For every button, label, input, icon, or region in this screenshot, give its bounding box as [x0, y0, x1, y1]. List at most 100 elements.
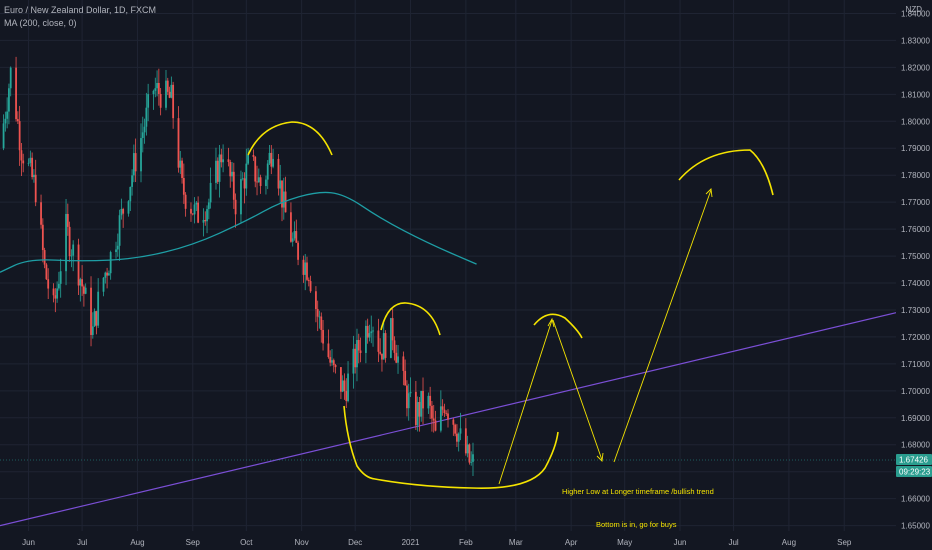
arrowhead-up-2	[705, 188, 713, 198]
candle-body	[259, 177, 262, 187]
candle-body	[407, 393, 410, 409]
candle-body	[332, 360, 335, 365]
candle-body	[229, 161, 232, 177]
candle-body	[179, 160, 182, 168]
x-axis-ticks: Jun Jul Aug Sep Oct Nov Dec 2021 Feb Mar Apr May Jun…	[22, 538, 852, 547]
candle-body	[295, 231, 298, 243]
arrowhead-up-1	[547, 317, 555, 328]
hand-drawn-annotations	[247, 121, 774, 489]
candle-body	[127, 201, 130, 214]
candle-body	[254, 156, 257, 182]
candle-body	[352, 348, 355, 374]
x-tick-label: Sep	[837, 538, 852, 547]
indicator-legend[interactable]: MA (200, close, 0)	[4, 18, 77, 28]
x-tick-label: Sep	[186, 538, 201, 547]
annotation-higher-low: Higher Low at Longer timeframe /bullish …	[562, 487, 714, 496]
candle-body	[418, 402, 421, 417]
drawn-bowl-bottom	[343, 405, 559, 489]
candle-body	[15, 67, 17, 120]
candle-body	[34, 174, 37, 203]
candle-body	[47, 279, 50, 289]
y-tick-label: 1.66000	[901, 495, 930, 504]
candle-body	[202, 219, 205, 223]
drawn-arc-october-top	[247, 121, 333, 156]
candle-body	[9, 67, 12, 89]
candle-body	[170, 84, 173, 98]
candle-body	[245, 163, 248, 189]
candle-body	[102, 277, 105, 292]
candle-body	[402, 356, 405, 371]
candle-body	[306, 262, 308, 280]
x-tick-label: Nov	[295, 538, 309, 547]
countdown-badge	[896, 466, 932, 477]
x-tick-label: Jun	[22, 538, 35, 547]
y-tick-label: 1.72000	[901, 333, 930, 342]
candle-body	[172, 84, 175, 119]
candle-body	[256, 181, 258, 183]
candle-body	[41, 224, 44, 251]
candle-body	[277, 158, 280, 189]
x-tick-label: May	[617, 538, 632, 547]
candle-body	[190, 208, 192, 214]
symbol-legend[interactable]: Euro / New Zealand Dollar, 1D, FXCM	[4, 5, 157, 15]
candle-body	[327, 343, 330, 358]
candle-body	[382, 333, 385, 360]
candle-body	[243, 178, 246, 189]
candle-body	[107, 273, 110, 276]
candle-body	[318, 316, 321, 318]
candle-body	[316, 309, 319, 317]
candle-body	[141, 132, 144, 139]
candle-body	[372, 330, 374, 332]
x-tick-label: Oct	[240, 538, 253, 547]
candle-body	[309, 281, 312, 292]
candle-body	[79, 279, 82, 286]
candle-body	[120, 209, 123, 216]
candle-body	[157, 82, 160, 94]
candle-body	[279, 180, 282, 189]
candle-body	[304, 262, 307, 275]
candle-body	[340, 367, 342, 392]
candle-body	[207, 202, 210, 210]
last-price-value: 1.67426	[899, 456, 928, 465]
x-axis-background	[0, 531, 932, 550]
candle-body	[145, 107, 148, 127]
candle-body	[357, 339, 360, 351]
candle-body	[209, 182, 212, 203]
candle-body	[8, 88, 10, 112]
candle-body	[266, 163, 269, 180]
candle-body	[391, 318, 394, 341]
candle-body	[132, 153, 135, 176]
candle-body	[218, 154, 221, 182]
candle-body	[420, 390, 423, 417]
candle-body	[416, 402, 419, 426]
y-tick-label: 1.78000	[901, 171, 930, 180]
candle-body	[241, 178, 244, 180]
candle-body	[257, 177, 260, 183]
candle-body	[18, 121, 21, 151]
candle-body	[409, 391, 412, 394]
projection-arrow-down	[552, 319, 603, 461]
y-tick-label: 1.68000	[901, 441, 930, 450]
ma-200-line	[0, 191, 477, 273]
candle-body	[20, 150, 23, 161]
candle-body	[281, 180, 283, 208]
candle-body	[247, 155, 249, 164]
candle-body	[118, 215, 121, 246]
candle-body	[291, 238, 294, 242]
candle-body	[81, 279, 84, 287]
countdown-value: 09:29:23	[899, 468, 931, 477]
candle-body	[384, 333, 387, 358]
candle-body	[197, 202, 200, 223]
candle-body	[334, 364, 337, 368]
candle-body	[343, 380, 346, 391]
candle-body	[77, 244, 80, 286]
candle-body	[195, 202, 198, 205]
candle-body	[191, 213, 194, 215]
candle-body	[104, 272, 107, 278]
candle-body	[368, 333, 371, 338]
candle-body	[468, 444, 471, 463]
candle-body	[72, 244, 75, 256]
candle-body	[290, 212, 292, 242]
candle-body	[31, 157, 34, 178]
